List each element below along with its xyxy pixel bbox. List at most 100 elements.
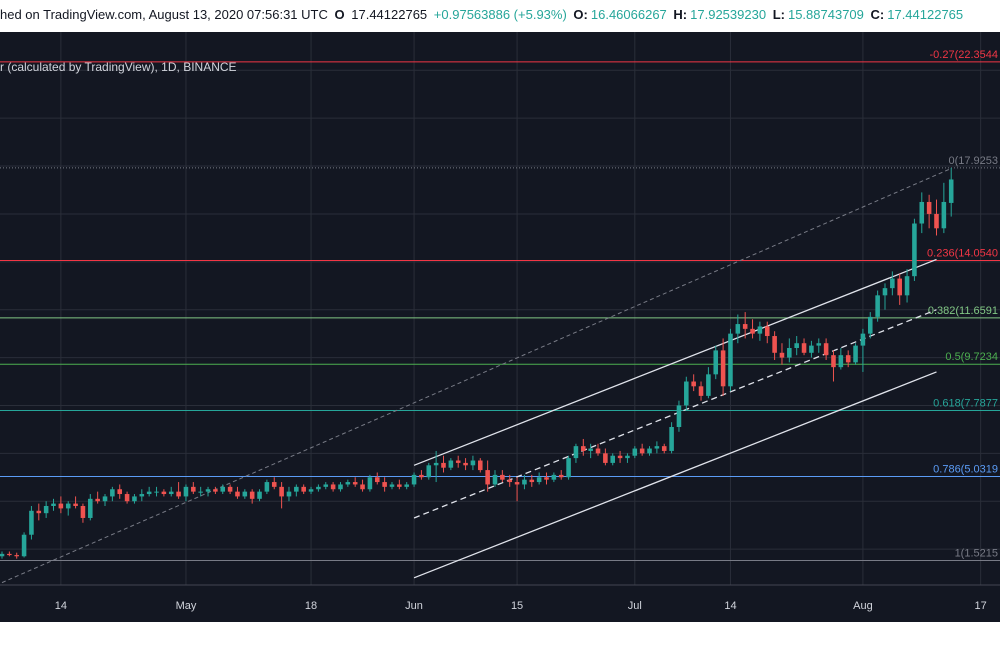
candle-body [367,477,373,490]
fib-label-0.618: 0.618(7.7877 [933,398,998,410]
candle-body [603,453,608,463]
candle-body [191,486,196,492]
candle-body [691,381,696,387]
candle-2020-04-18 [88,494,93,521]
time-tick-2020-06-01: Jun [405,600,423,612]
candle-2020-06-12 [492,470,498,487]
candle-body [29,510,34,535]
candle-body [912,223,917,277]
last-price: 17.44122765 [351,7,428,22]
low-key: L: [772,7,785,22]
close-value: 17.44122765 [887,7,964,22]
candle-2020-04-23 [124,491,130,504]
candle-body [242,491,248,497]
candle-2020-05-20 [323,482,329,490]
candle-2020-06-03 [426,462,432,480]
candle-2020-06-11 [485,460,490,492]
candle-2020-07-16 [742,312,748,339]
candle-body [146,491,152,495]
candle-2020-04-19 [95,491,100,504]
candle-body [0,553,5,557]
candle-2020-08-05 [890,271,895,296]
fib-label-0.382: 0.382(11.6591 [928,305,998,317]
candle-body [720,350,726,387]
candle-body [787,348,792,358]
candle-body [286,491,292,497]
drawing-lines[interactable] [1,167,952,584]
candle-2020-06-15 [514,477,520,502]
candle-body [404,484,409,487]
candle-body [875,295,880,317]
candle-2020-05-21 [330,482,336,492]
time-tick-2020-07-14: 14 [724,600,736,612]
candle-2020-07-25 [809,340,814,358]
candle-2020-07-13 [720,338,726,396]
candle-body [485,470,490,485]
candle-2020-07-24 [801,338,807,356]
candle-body [860,333,866,346]
candle-2020-07-29 [838,348,844,370]
time-axis[interactable]: 14 May 18 Jun 15 Jul 14 Aug 17 [0,584,1000,612]
candle-body [544,477,549,480]
candle-2020-04-26 [146,486,152,497]
candle-body [330,484,336,490]
candle-2020-04-16 [73,496,78,509]
candle-2020-06-09 [470,455,476,471]
candle-body [809,345,814,353]
price-change: +0.97563886 (+5.93%) [433,7,567,22]
candle-body [772,336,777,353]
candle-2020-05-01 [183,484,189,502]
candle-body [867,316,873,334]
candle-body [764,326,770,337]
candle-2020-07-06 [669,422,674,454]
candle-body [316,486,321,490]
candle-body [51,503,56,506]
candle-body [632,448,638,456]
candle-2020-05-29 [389,482,395,490]
candle-2020-04-17 [80,503,86,523]
candle-2020-08-10 [926,194,932,229]
candle-2020-08-13 [948,167,954,217]
candle-body [573,446,579,459]
time-tick-2020-08-17: 17 [975,600,987,612]
candle-2020-08-12 [941,182,947,234]
candle-body [235,491,240,497]
candle-2020-07-14 [728,328,733,392]
candle-2020-04-10 [29,506,34,540]
candle-2020-07-20 [772,331,777,360]
candle-2020-06-10 [478,458,483,473]
candle-body [779,352,785,358]
candle-2020-06-19 [544,472,549,485]
candle-2020-04-27 [154,486,159,497]
candle-body [183,486,189,497]
candle-body [95,498,100,502]
fib-label--0.27: -0.27(22.3544 [930,49,999,61]
candle-2020-08-06 [897,273,902,305]
candle-body [176,491,181,497]
candle-body [794,343,799,348]
candle-body [831,355,836,368]
candle-2020-05-12 [264,479,270,495]
candle-2020-04-12 [43,501,49,518]
candle-2020-04-14 [58,496,64,514]
candle-body [661,446,667,451]
candle-2020-07-30 [845,350,851,368]
candle-2020-05-23 [345,479,351,487]
candle-2020-06-08 [463,458,468,471]
candle-2020-05-31 [404,482,409,490]
candle-2020-06-13 [500,470,505,483]
candle-body [65,503,71,509]
candle-2020-07-19 [764,321,770,344]
candle-2020-06-17 [529,474,535,487]
candle-2020-04-07 [7,551,12,557]
candle-body [257,491,262,499]
candle-body [595,448,601,454]
candle-body [558,474,564,478]
candle-2020-06-06 [448,458,454,471]
candle-2020-04-20 [102,494,108,506]
candle-2020-07-31 [853,343,858,365]
price-chart[interactable]: -0.27(22.3544 0(17.9253 0.236(14.0540 0.382… [0,32,1000,622]
time-tick-2020-04-14: 14 [55,600,67,612]
candle-2020-07-04 [654,441,660,454]
candle-body [455,460,461,463]
